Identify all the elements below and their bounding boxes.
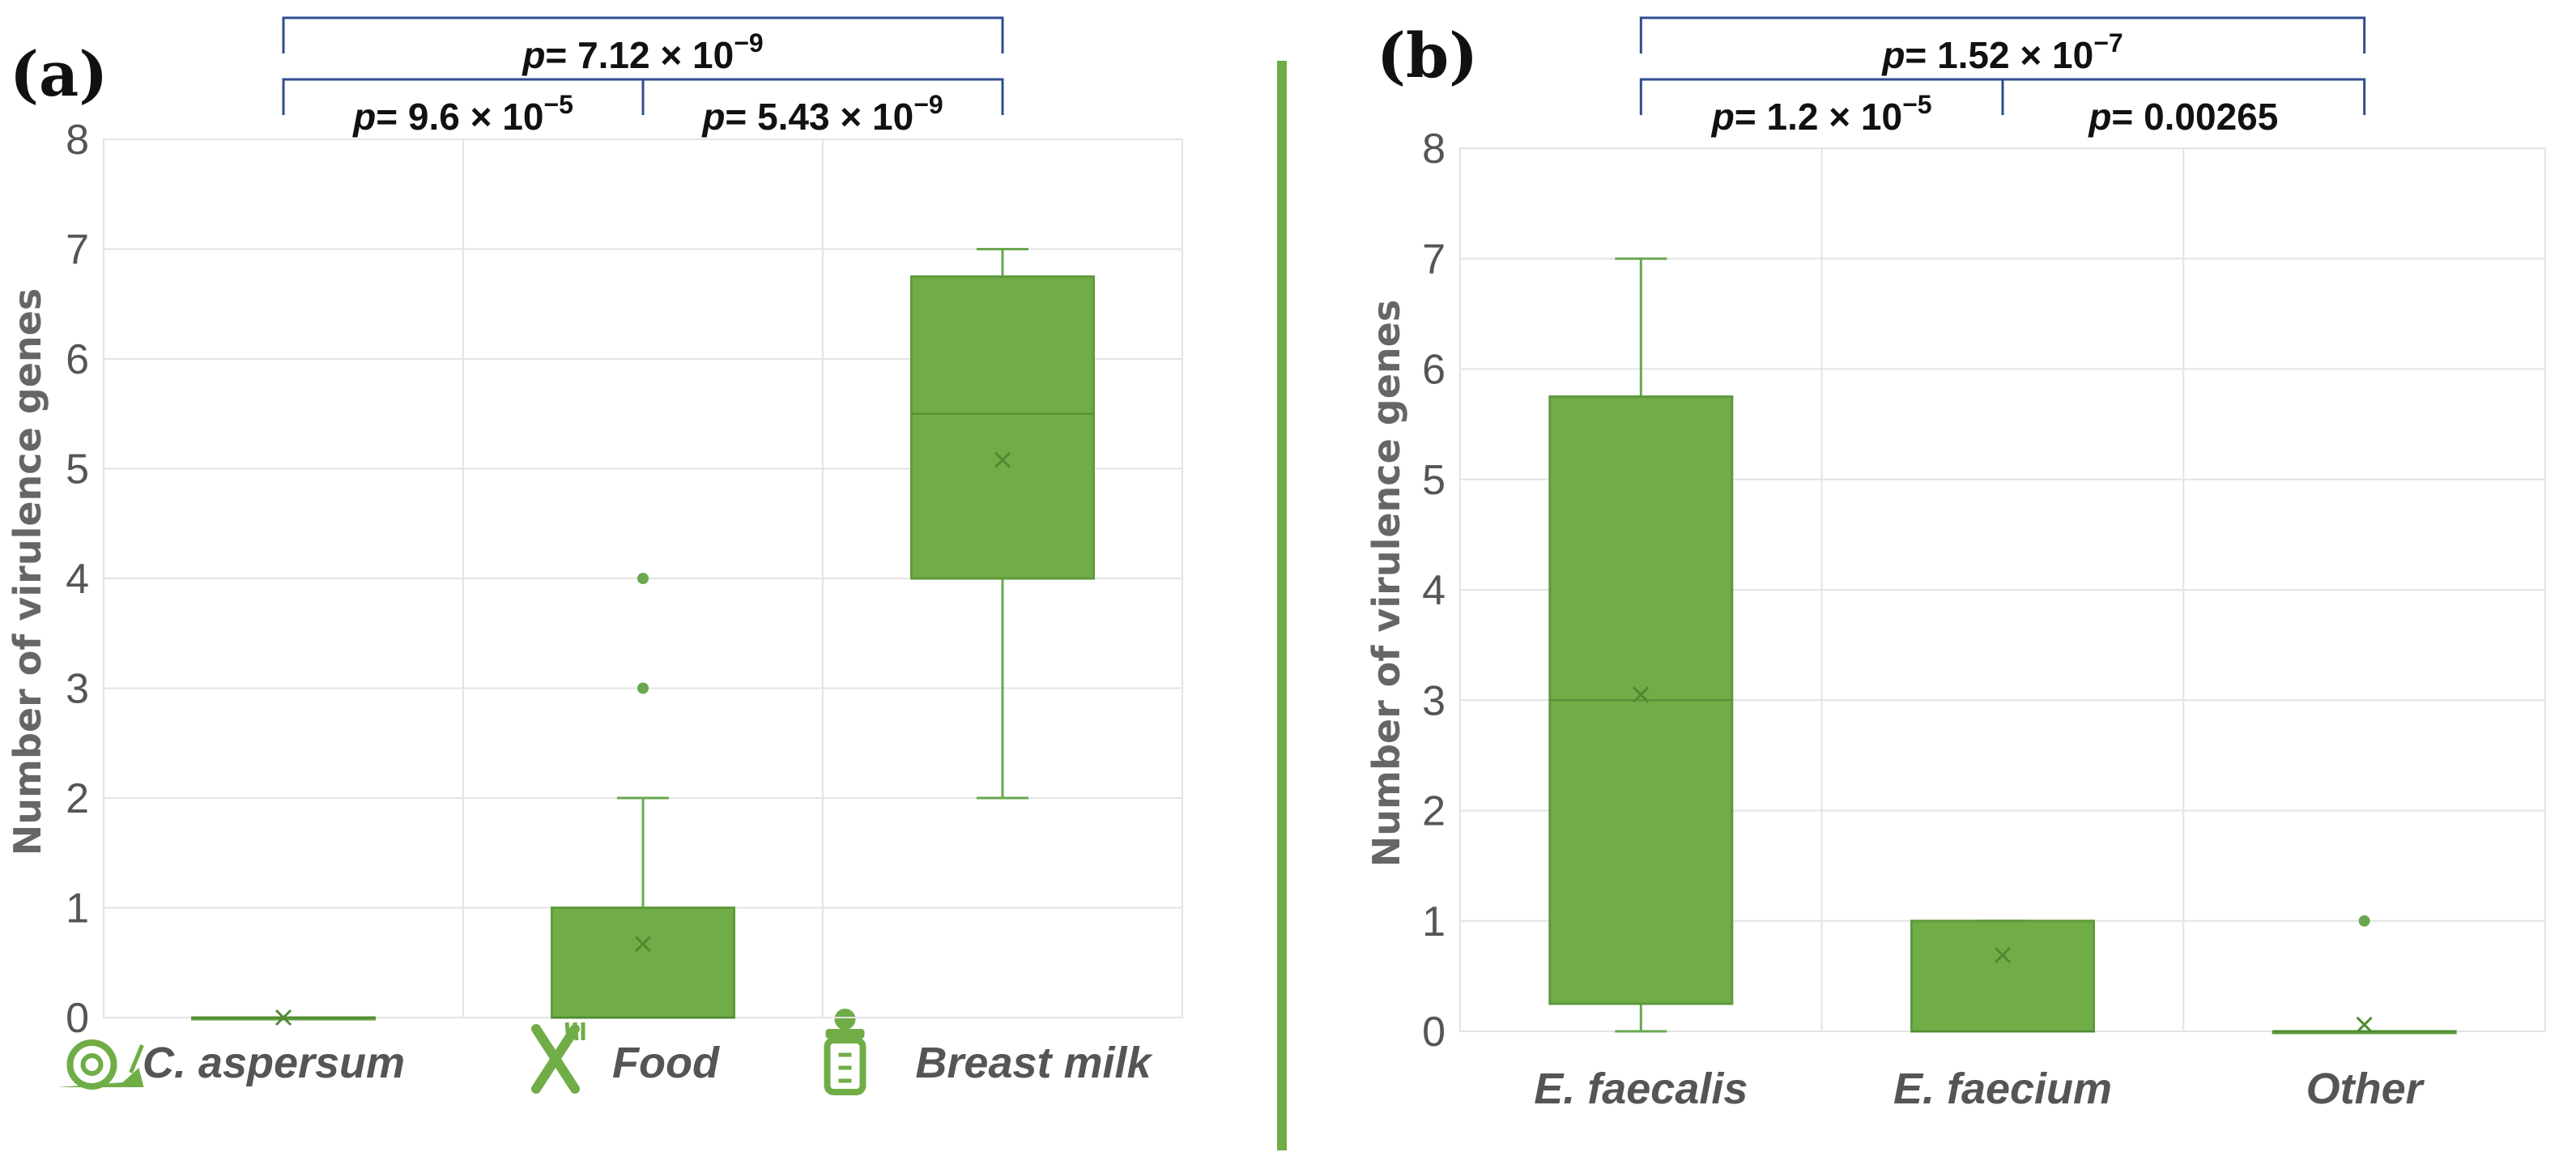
panel-b-p-value-label: p= 0.00265 xyxy=(2087,96,2278,138)
panel-a-plot xyxy=(103,139,1183,1026)
p-value-exponent: −9 xyxy=(734,28,763,58)
panel-a-y-tick-label: 4 xyxy=(66,556,89,603)
panel-b-y-tick-label: 6 xyxy=(1422,347,1446,394)
panel-a-category-label: C. aspersum xyxy=(143,1039,405,1087)
panel-a-y-tick-label: 7 xyxy=(66,227,89,274)
baby-bottle-icon-body xyxy=(824,1037,866,1095)
p-value-exponent: −9 xyxy=(913,90,943,119)
snail-icon-shell-core xyxy=(80,1053,104,1076)
panel-b-y-axis: 0 1 2 3 4 5 6 7 8 xyxy=(1422,126,1446,1056)
panel-a-p-value-label: p= 9.6 × 10−5 xyxy=(351,90,573,138)
panel-a-y-tick-label: 8 xyxy=(66,117,89,164)
baby-bottle-icon-nipple xyxy=(834,1009,856,1030)
panel-a-y-tick-label: 0 xyxy=(66,995,89,1042)
panel-a-outlier-point xyxy=(637,573,649,584)
panel-b-plot xyxy=(1459,147,2546,1035)
p-symbol: p xyxy=(1880,34,1905,76)
p-symbol: p xyxy=(700,96,725,138)
panel-b-y-tick-label: 7 xyxy=(1422,236,1446,283)
panel-b-box-0 xyxy=(1548,257,1734,1033)
p-value-text: = 5.43 × 10 xyxy=(725,96,913,138)
p-value-text: = 1.52 × 10 xyxy=(1905,34,2093,76)
panel-a-p-value-label: p= 7.12 × 10−9 xyxy=(521,28,763,76)
panel-a-bracket-line xyxy=(641,78,1004,115)
fork-knife-icon-tines xyxy=(564,1022,585,1041)
p-symbol: p xyxy=(521,34,545,76)
panel-b-bracket-0: p= 1.52 × 10−7 xyxy=(1639,16,2366,76)
snail-icon-antenna xyxy=(129,1044,144,1073)
panel-b-label: (b) xyxy=(1377,19,1478,92)
panel-b-y-tick-label: 3 xyxy=(1422,677,1446,724)
panel-a-box-iqr xyxy=(910,275,1095,580)
panel-a-y-tick-label: 6 xyxy=(66,336,89,383)
panel-a-mean-marker xyxy=(634,936,652,953)
panel-a-y-tick-label: 2 xyxy=(66,775,89,822)
panel-a-bracket-line xyxy=(282,16,1004,53)
panel-a-p-value-label: p= 5.43 × 10−9 xyxy=(700,90,943,138)
panel-a-bracket-2: p= 5.43 × 10−9 xyxy=(641,78,1004,138)
panel-b-p-value-label: p= 1.2 × 10−5 xyxy=(1710,90,1932,138)
p-value-text: = 1.2 × 10 xyxy=(1735,96,1902,138)
panel-a-y-axis: 0 1 2 3 4 5 6 7 8 xyxy=(66,117,89,1042)
snail-icon-body xyxy=(57,1068,144,1087)
panel-a-category-label: Food xyxy=(612,1039,720,1087)
panel-a-y-tick-label: 3 xyxy=(66,666,89,713)
baby-bottle-icon-marks xyxy=(838,1052,852,1083)
panel-b-y-tick-label: 8 xyxy=(1422,126,1446,173)
p-symbol: p xyxy=(1710,96,1735,138)
panel-a-box-0 xyxy=(191,1009,376,1026)
panel-b-y-axis-label: Number of virulence genes xyxy=(1365,300,1408,867)
p-symbol: p xyxy=(351,96,376,138)
panel-b-bracket-line xyxy=(1639,16,2366,53)
panel-a-significance-brackets: p= 7.12 × 10−9p= 9.6 × 10−5 p= 5.43 × 10−… xyxy=(282,16,1004,138)
panel-a-categories: C. aspersum Food Breast milk xyxy=(57,1009,1154,1095)
panel-a-mean-marker xyxy=(275,1009,292,1026)
panel-b-mean-marker xyxy=(1994,946,2012,964)
p-value-text: = 7.12 × 10 xyxy=(545,34,734,76)
panel-a-box-iqr xyxy=(551,907,735,1019)
panel-b-bracket-line xyxy=(2001,78,2366,115)
panel-b-category-label: Other xyxy=(2306,1065,2425,1113)
panel-a-y-tick-label: 1 xyxy=(66,885,89,932)
panel-b-outlier-point xyxy=(2358,915,2370,927)
panel-a-category-label: Breast milk xyxy=(915,1039,1153,1087)
panel-a-mean-marker xyxy=(994,451,1011,468)
panel-b-category-label: E. faecium xyxy=(1893,1065,2112,1113)
panel-a-box-2 xyxy=(910,248,1095,800)
baby-bottle-icon-collar xyxy=(825,1029,865,1039)
panel-b-bracket-2: p= 0.00265 xyxy=(2001,78,2366,138)
panel-b-box-2 xyxy=(2272,915,2457,1035)
panel-b-p-value-label: p= 1.52 × 10−7 xyxy=(1880,28,2123,76)
p-symbol: p xyxy=(2087,96,2111,138)
panel-b-box-1 xyxy=(1910,920,2095,1033)
p-value-exponent: −7 xyxy=(2093,28,2123,58)
panel-a-box-1 xyxy=(551,573,735,1019)
panel-b-box-iqr xyxy=(1910,920,2095,1033)
panel-b-mean-marker xyxy=(1633,686,1650,703)
panel-b-y-tick-label: 2 xyxy=(1422,788,1446,835)
panel-a-y-tick-label: 5 xyxy=(66,446,89,493)
panel-b-y-tick-label: 5 xyxy=(1422,457,1446,504)
p-value-exponent: −5 xyxy=(1902,90,1931,119)
panel-b-categories: E. faecalis E. faecium Other xyxy=(1534,1065,2425,1113)
panel-b-category-label: E. faecalis xyxy=(1534,1065,1748,1113)
panel-a-y-axis-label: Number of virulence genes xyxy=(6,288,49,856)
p-value-exponent: −5 xyxy=(543,90,573,119)
p-value-text: = 9.6 × 10 xyxy=(376,96,543,138)
panel-b-significance-brackets: p= 1.52 × 10−7p= 1.2 × 10−5 p= 0.00265 xyxy=(1639,16,2366,138)
p-value-text: = 0.00265 xyxy=(2111,96,2278,138)
panel-a-bracket-0: p= 7.12 × 10−9 xyxy=(282,16,1004,76)
panel-b-y-tick-label: 0 xyxy=(1422,1009,1446,1056)
panel-a-label: (a) xyxy=(10,38,108,110)
panel-b-y-tick-label: 4 xyxy=(1422,567,1446,614)
panel-a-outlier-point xyxy=(637,682,649,694)
panel-b-mean-marker xyxy=(2356,1016,2373,1033)
panel-b-y-tick-label: 1 xyxy=(1422,898,1446,945)
